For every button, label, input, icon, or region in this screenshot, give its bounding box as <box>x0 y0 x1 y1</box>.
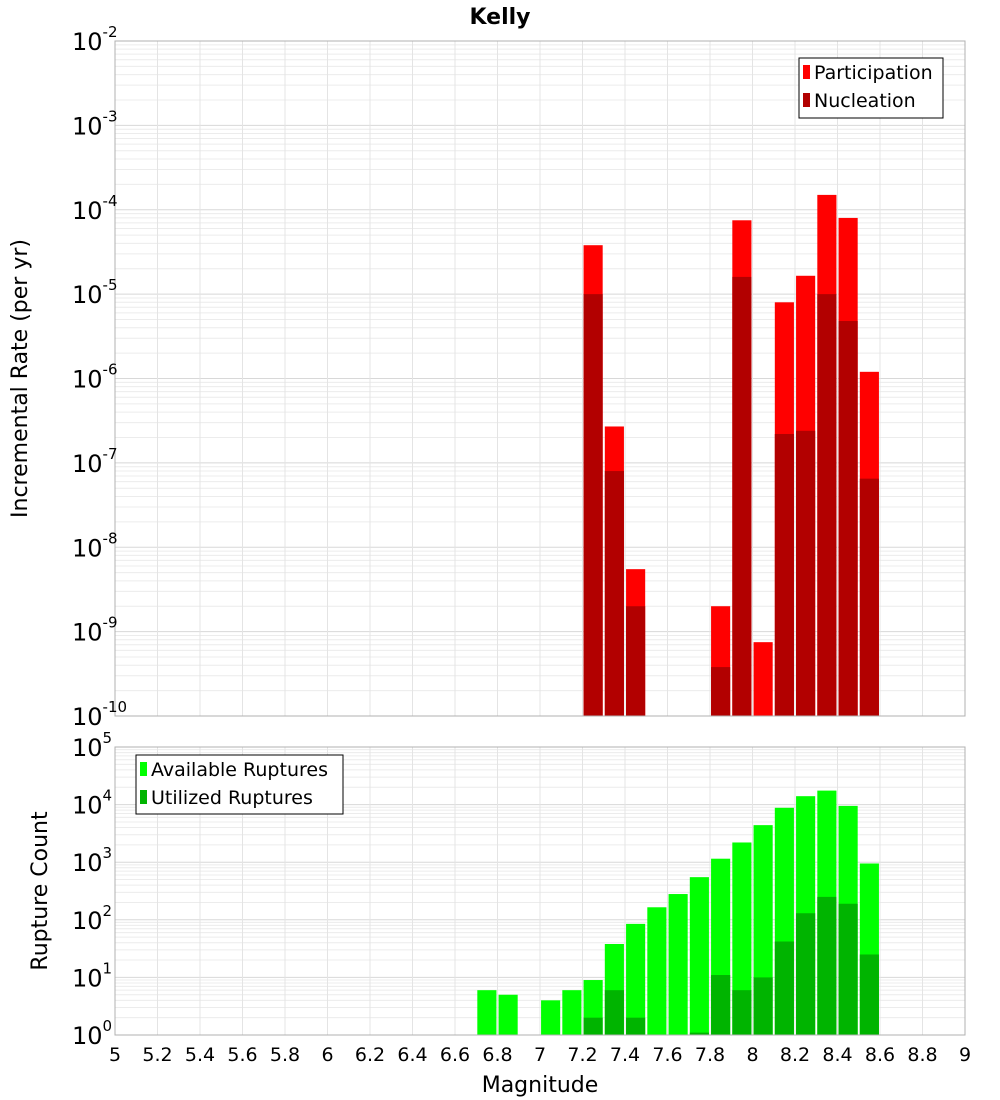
legend-swatch <box>803 93 810 107</box>
bar <box>647 907 667 1035</box>
y-tick-label: 10-4 <box>72 192 118 225</box>
bar <box>796 913 816 1035</box>
bar <box>604 990 624 1035</box>
bar <box>604 471 624 716</box>
legend-swatch <box>140 790 147 804</box>
x-axis-label: Magnitude <box>482 1073 599 1098</box>
series-utilized-ruptures <box>583 896 879 1035</box>
bar <box>498 994 518 1035</box>
bar <box>668 894 688 1035</box>
y-tick-label: 10-10 <box>72 698 127 731</box>
bar <box>711 975 731 1035</box>
plot-border <box>114 40 966 717</box>
plot-border <box>114 746 966 1036</box>
rate-chart: 10-10 10-9 10-8 10-7 10-6 10-5 10-4 10-3 10-2 Inc… <box>8 23 966 731</box>
bar <box>774 433 794 716</box>
x-tick-label: 8 <box>746 1044 758 1066</box>
legend-swatch <box>140 762 147 776</box>
legend-label: Participation <box>814 62 933 84</box>
grid-lines <box>114 40 966 717</box>
x-tick-label: 5.2 <box>142 1044 172 1066</box>
y-tick-label: 100 <box>72 1017 112 1050</box>
bar <box>626 923 646 1035</box>
x-tick-label: 7.4 <box>610 1044 640 1066</box>
y-tick-label: 10-8 <box>72 529 118 562</box>
figure-title: Kelly <box>469 5 530 30</box>
x-tick-label: 8.4 <box>822 1044 852 1066</box>
bar <box>732 842 752 1035</box>
rupture-count-chart: 100 101 102 103 104 105 Rupture Count Available… <box>28 729 971 1066</box>
bar <box>562 990 582 1035</box>
bar <box>689 1032 709 1035</box>
x-tick-label: 7.8 <box>695 1044 725 1066</box>
bar <box>859 954 879 1035</box>
x-tick-label: 5 <box>109 1044 121 1066</box>
x-tick-label: 5.8 <box>270 1044 300 1066</box>
legend-label: Available Ruptures <box>151 759 328 781</box>
bar <box>796 430 816 716</box>
legend-swatch <box>803 65 810 79</box>
y-tick-label: 10-7 <box>72 445 118 478</box>
y-tick-label: 10-5 <box>72 276 118 309</box>
bar <box>626 606 646 716</box>
y-tick-label: 10-9 <box>72 614 118 647</box>
legend-label: Nucleation <box>814 90 916 112</box>
x-tick-label: 6.6 <box>440 1044 470 1066</box>
bar <box>732 990 752 1035</box>
y-tick-label: 10-2 <box>72 23 118 56</box>
bar <box>774 941 794 1035</box>
y-tick-label: 102 <box>72 902 112 935</box>
y-axis-label: Incremental Rate (per yr) <box>8 239 33 518</box>
x-tick-label: 5.6 <box>227 1044 257 1066</box>
y-tick-label: 10-3 <box>72 107 118 140</box>
bar <box>477 990 497 1035</box>
x-tick-label: 9 <box>959 1044 971 1066</box>
bar <box>817 896 837 1035</box>
legend-label: Utilized Ruptures <box>151 787 313 809</box>
x-tick-label: 7.2 <box>567 1044 597 1066</box>
bar <box>583 294 603 716</box>
bar <box>583 1017 603 1035</box>
y-tick-label: 10-6 <box>72 361 118 394</box>
x-tick-label: 8.6 <box>865 1044 895 1066</box>
bar <box>541 1000 561 1035</box>
x-tick-label: 6.4 <box>397 1044 427 1066</box>
y-tick-label: 104 <box>72 787 112 820</box>
bar <box>838 321 858 716</box>
bar <box>859 478 879 716</box>
y-tick-label: 103 <box>72 844 112 877</box>
legend: Participation Nucleation <box>798 57 944 119</box>
bar <box>732 276 752 716</box>
bar <box>753 642 773 716</box>
legend: Available Ruptures Utilized Ruptures <box>135 754 344 815</box>
bar <box>753 977 773 1035</box>
x-tick-label: 6.8 <box>482 1044 512 1066</box>
bar <box>817 294 837 716</box>
x-tick-label: 7.6 <box>652 1044 682 1066</box>
bar <box>626 1017 646 1035</box>
x-tick-label: 6 <box>321 1044 333 1066</box>
bar <box>711 667 731 716</box>
x-tick-label: 8.8 <box>907 1044 937 1066</box>
y-axis-label: Rupture Count <box>28 811 53 971</box>
x-tick-label: 6.2 <box>355 1044 385 1066</box>
bar <box>689 877 709 1035</box>
series-nucleation <box>583 276 879 716</box>
x-tick-label: 5.4 <box>185 1044 215 1066</box>
x-tick-label: 8.2 <box>780 1044 810 1066</box>
bar <box>838 903 858 1035</box>
x-tick-label: 7 <box>534 1044 546 1066</box>
y-tick-label: 105 <box>72 729 112 762</box>
y-tick-label: 101 <box>72 959 112 992</box>
